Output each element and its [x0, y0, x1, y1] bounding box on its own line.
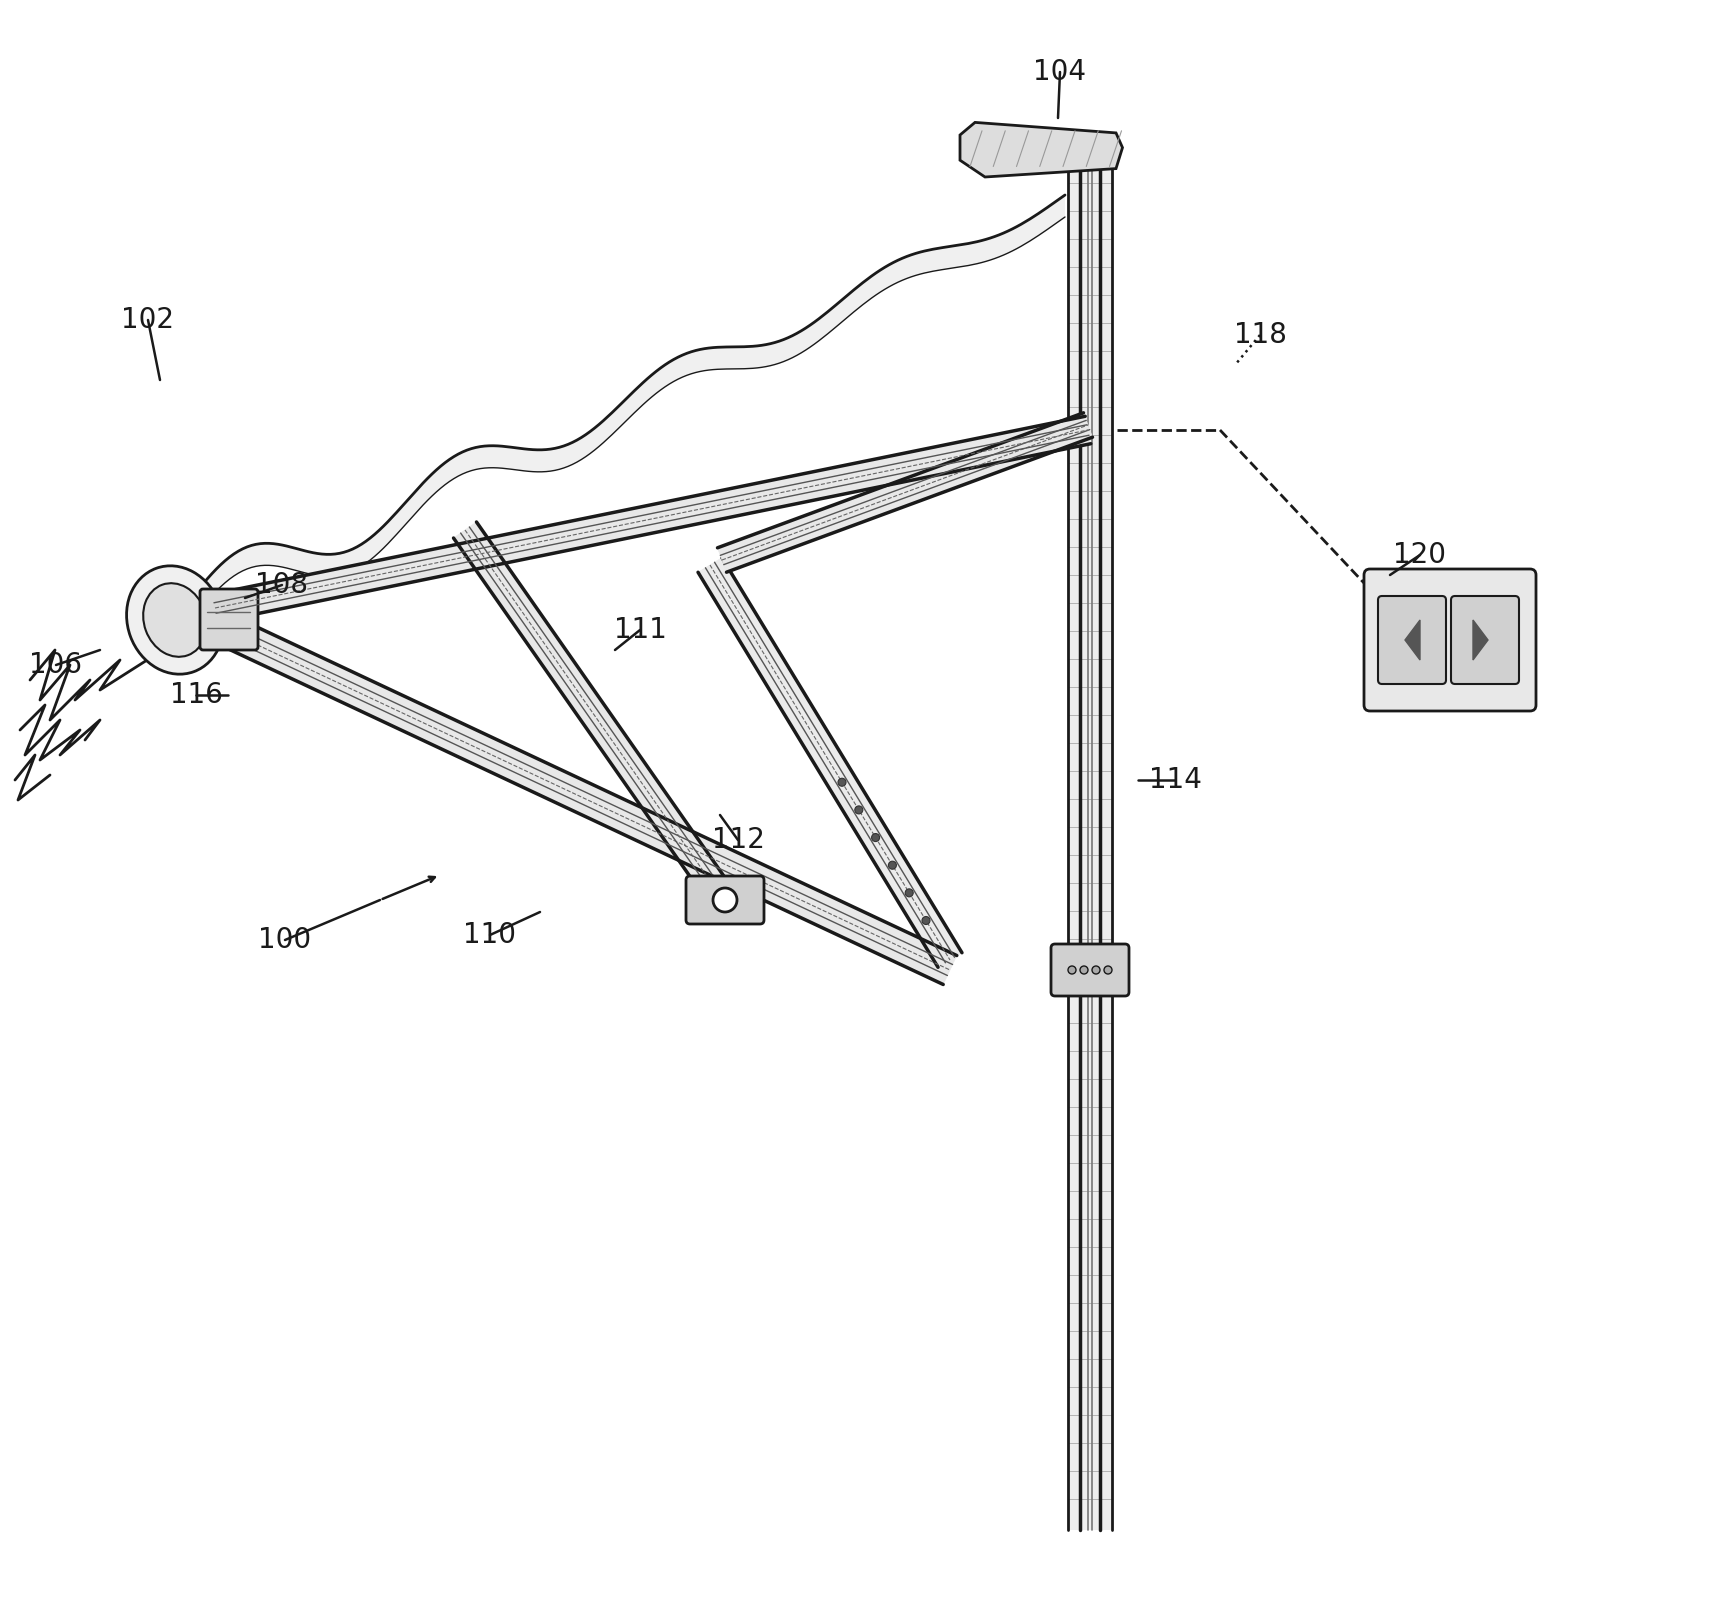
Circle shape	[714, 888, 738, 912]
FancyBboxPatch shape	[200, 590, 257, 650]
Circle shape	[1104, 966, 1113, 974]
FancyBboxPatch shape	[1377, 596, 1446, 684]
Text: 120: 120	[1393, 541, 1446, 569]
Ellipse shape	[126, 565, 223, 674]
Polygon shape	[1068, 134, 1113, 1529]
Circle shape	[923, 917, 930, 925]
Text: 102: 102	[121, 306, 175, 334]
Polygon shape	[213, 416, 1090, 622]
Circle shape	[1068, 966, 1077, 974]
Polygon shape	[190, 194, 1064, 622]
Text: 111: 111	[613, 616, 667, 645]
Text: 106: 106	[29, 651, 83, 679]
Polygon shape	[207, 611, 957, 985]
Polygon shape	[1472, 620, 1488, 659]
Text: 108: 108	[256, 570, 309, 599]
Text: 100: 100	[259, 927, 311, 954]
Polygon shape	[717, 413, 1092, 572]
Polygon shape	[453, 522, 731, 902]
FancyBboxPatch shape	[1051, 944, 1128, 996]
Circle shape	[838, 778, 847, 786]
FancyBboxPatch shape	[1452, 596, 1519, 684]
Text: 116: 116	[169, 680, 223, 710]
Polygon shape	[698, 557, 962, 967]
Polygon shape	[1405, 620, 1420, 659]
Circle shape	[855, 805, 862, 813]
Text: 110: 110	[463, 922, 517, 949]
Text: 114: 114	[1149, 766, 1201, 794]
Ellipse shape	[143, 583, 207, 656]
Text: 104: 104	[1033, 58, 1087, 86]
Circle shape	[871, 834, 880, 841]
Polygon shape	[961, 123, 1123, 177]
Text: 118: 118	[1234, 321, 1286, 348]
Circle shape	[1080, 966, 1089, 974]
FancyBboxPatch shape	[1363, 569, 1536, 711]
Text: 112: 112	[712, 826, 764, 854]
Circle shape	[905, 889, 912, 897]
Circle shape	[1092, 966, 1101, 974]
Circle shape	[888, 862, 897, 870]
FancyBboxPatch shape	[686, 876, 764, 923]
